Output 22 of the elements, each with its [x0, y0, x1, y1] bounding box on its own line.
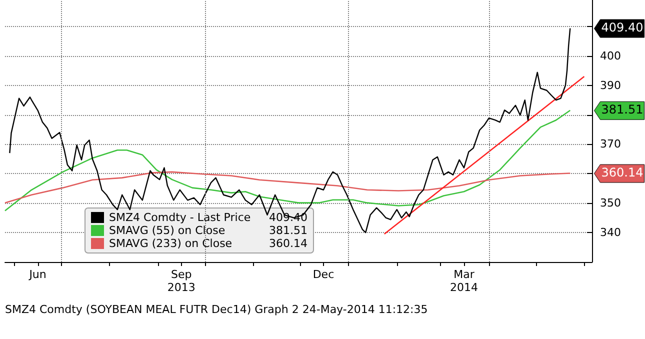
y-tick-label: 390: [600, 78, 621, 92]
x-tick-label: Sep 2013: [167, 268, 196, 294]
annotation: 381.51: [601, 102, 644, 117]
line-series: [9, 28, 571, 234]
y-tick-label: 400: [600, 49, 621, 62]
line-series: [4, 171, 571, 204]
x-tick-label: Dec: [312, 268, 334, 281]
text: SMZ4 Comdty (SOYBEAN MEAL FUTR Dec14) Graph 2 24-May-2014 11:12:35: [5, 303, 428, 316]
annotation: 409.40: [601, 20, 644, 35]
legend-label: SMAVG (55) on Close: [109, 224, 226, 237]
annotation: 360.14: [601, 166, 644, 180]
text: 381.51: [269, 224, 308, 237]
text: 409.40: [269, 211, 308, 224]
text: 360.14: [269, 237, 308, 250]
x-tick-label: Jun: [28, 268, 46, 281]
legend-label: SMZ4 Comdty - Last Price: [109, 211, 251, 224]
y-tick-label: 350: [600, 196, 621, 210]
line-series: [4, 110, 571, 212]
legend-label: SMAVG (233) on Close: [109, 237, 232, 250]
x-tick-label: Mar 2014: [450, 268, 478, 294]
y-tick-label: 340: [600, 226, 621, 240]
y-tick-label: 370: [600, 138, 621, 151]
